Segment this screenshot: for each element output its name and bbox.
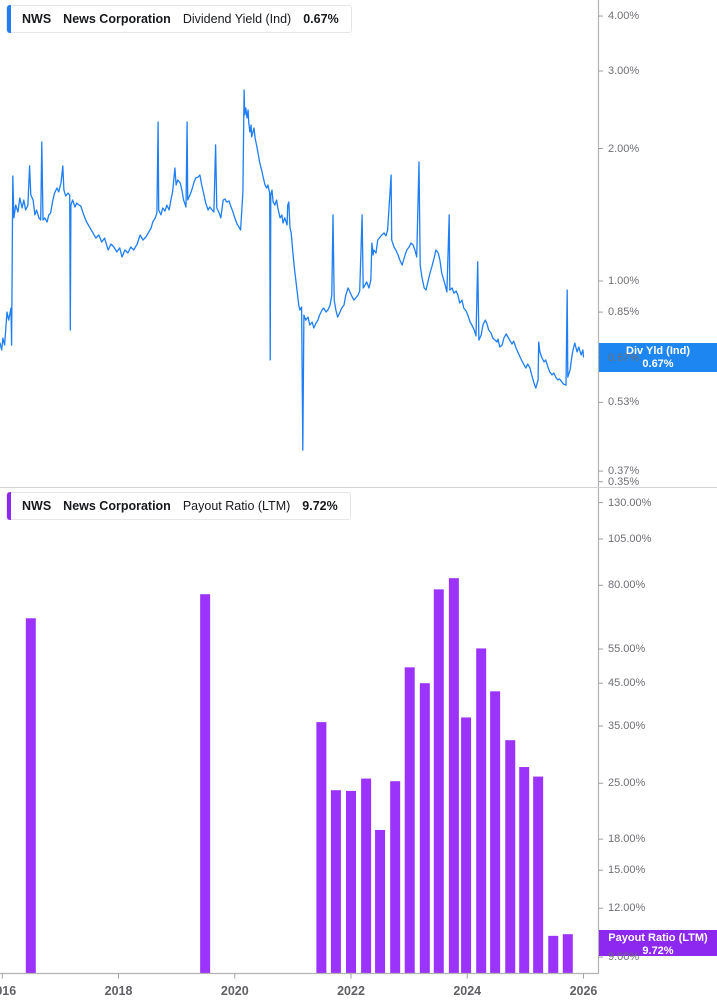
payout-ratio-bar bbox=[562, 934, 573, 974]
dividend-yield-header: NWS News Corporation Dividend Yield (Ind… bbox=[6, 5, 352, 33]
metric-name: Payout Ratio (LTM) bbox=[182, 499, 291, 513]
payout-ratio-bar bbox=[519, 767, 530, 974]
dividend-yield-line bbox=[0, 89, 585, 451]
payout-ratio-callout-value: 9.72% bbox=[642, 945, 674, 958]
payout-ratio-bar bbox=[346, 790, 357, 974]
ticker-symbol: NWS bbox=[22, 499, 52, 513]
payout-ratio-bar bbox=[548, 935, 559, 974]
payout-ratio-bar bbox=[375, 829, 386, 974]
payout-ratio-bar bbox=[316, 722, 327, 974]
div-yld-callout: Div Yld (Ind) 0.67% bbox=[599, 343, 717, 372]
payout-ratio-bar bbox=[490, 691, 501, 974]
payout-ratio-bar bbox=[361, 778, 372, 974]
payout-ratio-bar bbox=[330, 790, 341, 974]
company-name: News Corporation bbox=[63, 499, 171, 513]
div-yld-callout-title: Div Yld (Ind) bbox=[626, 345, 690, 357]
payout-ratio-bar bbox=[25, 618, 36, 974]
payout-ratio-bar bbox=[419, 683, 430, 974]
payout-ratio-callout-background bbox=[599, 930, 717, 956]
header-accent-bar-purple bbox=[7, 492, 11, 520]
payout-ratio-bar bbox=[200, 594, 211, 974]
metric-value: 9.72% bbox=[302, 499, 338, 513]
payout-ratio-callout-title: Payout Ratio (LTM) bbox=[608, 932, 708, 944]
payout-ratio-bar bbox=[461, 717, 472, 974]
payout-ratio-bar bbox=[533, 776, 544, 974]
div-yld-callout-value: 0.67% bbox=[642, 358, 674, 371]
ticker-symbol: NWS bbox=[22, 12, 52, 26]
payout-ratio-bar bbox=[404, 667, 415, 974]
payout-ratio-bar bbox=[476, 648, 487, 974]
company-name: News Corporation bbox=[63, 12, 171, 26]
payout-ratio-header: NWS News Corporation Payout Ratio (LTM) … bbox=[6, 492, 351, 520]
payout-ratio-callout: Payout Ratio (LTM) 9.72% bbox=[599, 930, 717, 958]
payout-ratio-bar bbox=[448, 578, 459, 974]
div-yld-callout-background bbox=[599, 343, 717, 372]
metric-name: Dividend Yield (Ind) bbox=[182, 12, 292, 26]
metric-value: 0.67% bbox=[303, 12, 339, 26]
payout-ratio-bar bbox=[390, 781, 401, 974]
payout-ratio-bar bbox=[505, 740, 516, 974]
payout-ratio-bar bbox=[433, 589, 444, 974]
header-accent-bar-blue bbox=[7, 5, 11, 33]
